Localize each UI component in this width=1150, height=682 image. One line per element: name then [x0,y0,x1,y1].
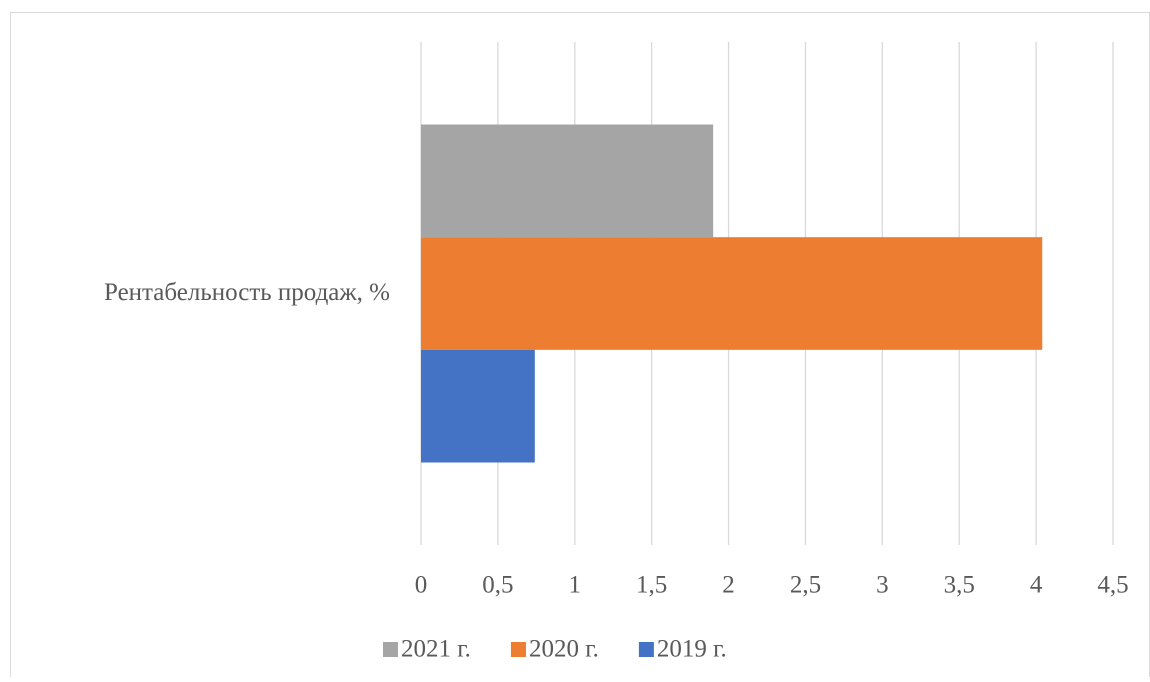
legend-swatch [383,642,398,657]
x-tick-label: 1,5 [636,572,667,599]
y-tick-label: Рентабельность продаж, % [104,279,390,306]
x-tick-label: 2,5 [790,572,821,599]
x-tick-label: 0,5 [482,572,513,599]
x-tick-label: 0 [415,572,428,599]
x-tick-label: 3,5 [944,572,975,599]
legend-swatch [638,642,654,657]
legend-label: 2021 г. [401,636,471,663]
bar [421,237,1043,350]
x-tick-label: 3 [876,572,889,599]
x-tick-label: 1 [569,572,582,599]
x-tick-label: 4 [1030,572,1043,599]
bar [421,349,535,463]
legend-swatch [510,642,526,657]
legend-label: 2019 г. [657,636,727,663]
bar [421,124,714,238]
x-tick-label: 2 [722,572,735,599]
x-tick-label: 4,5 [1097,572,1128,599]
legend-label: 2020 г. [529,636,599,663]
